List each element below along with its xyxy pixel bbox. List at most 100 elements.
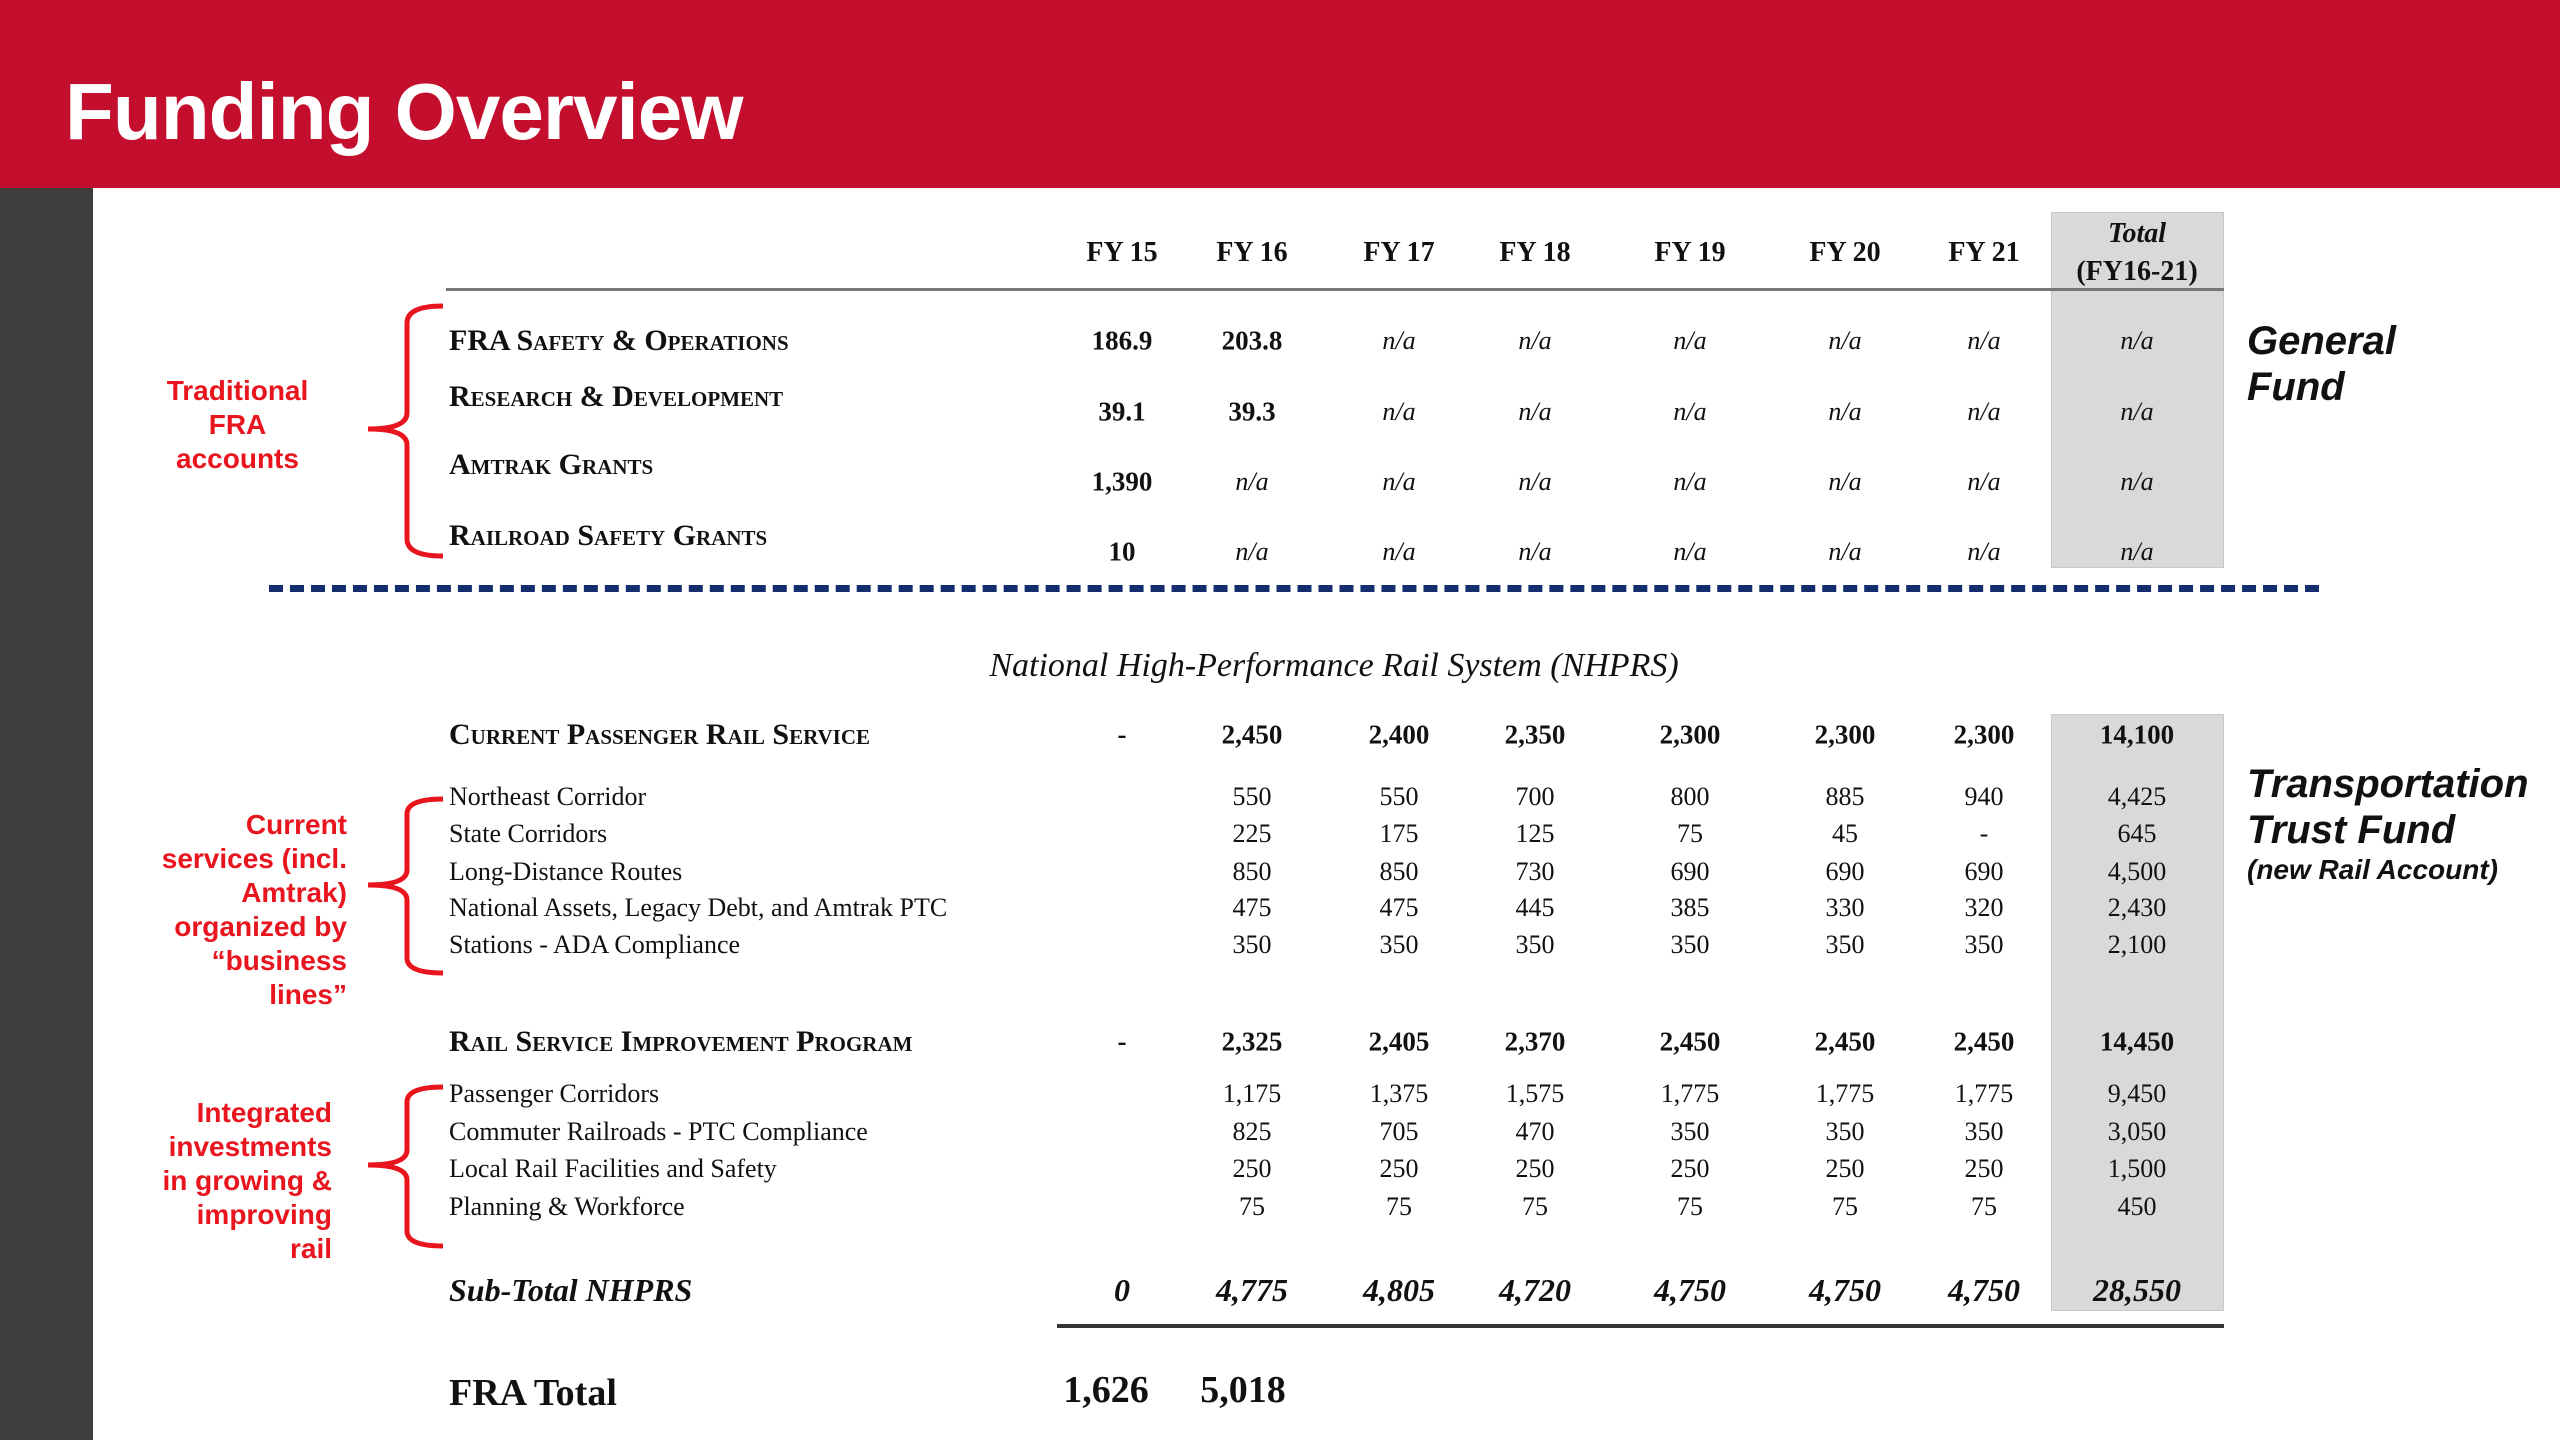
group-header-value: 2,450 <box>1221 719 1283 750</box>
line-item-value: 45 <box>1832 819 1858 848</box>
column-header: FY 16 <box>1216 237 1288 268</box>
line-item-value: 250 <box>1515 1154 1555 1183</box>
cell-value: 186.9 <box>1091 325 1153 356</box>
line-item-value: 175 <box>1379 819 1419 848</box>
line-item-value: 690 <box>1964 857 2004 886</box>
line-item-label: Local Rail Facilities and Safety <box>449 1154 777 1183</box>
line-item-total: 4,425 <box>2107 782 2167 811</box>
nhprs-title: National High-Performance Rail System (N… <box>989 647 1679 684</box>
line-item-value: 75 <box>1677 819 1703 848</box>
line-item-value: 940 <box>1964 782 2004 811</box>
group-header-total: 14,450 <box>2099 1026 2175 1057</box>
line-item-total: 2,100 <box>2107 930 2167 959</box>
column-header: FY 19 <box>1654 237 1726 268</box>
annotation-line: improving <box>196 1199 332 1230</box>
line-item-value: 475 <box>1379 893 1419 922</box>
subtotal-value: 4,750 <box>1809 1272 1881 1308</box>
column-header: FY 18 <box>1499 237 1571 268</box>
line-item-value: 1,575 <box>1505 1079 1565 1108</box>
line-item-total: 3,050 <box>2107 1117 2167 1146</box>
line-item-value: 350 <box>1825 1117 1865 1146</box>
annotation-current-services: Current services (incl. Amtrak) organized b… <box>100 808 347 1012</box>
left-accent-bar <box>0 188 93 1440</box>
brace-icon <box>367 796 444 976</box>
line-item-value: 1,775 <box>1660 1079 1720 1108</box>
line-item-value: 700 <box>1515 782 1555 811</box>
annotation-line: services (incl. <box>161 843 347 874</box>
trust-fund-label: Transportation Trust Fund (new Rail Acco… <box>2247 761 2529 887</box>
total-value: n/a <box>2120 537 2154 566</box>
cell-value: n/a <box>1518 537 1552 566</box>
header-rule <box>446 288 2224 291</box>
cell-value: n/a <box>1828 537 1862 566</box>
line-item-value: 550 <box>1379 782 1419 811</box>
page-title: Funding Overview <box>65 67 743 156</box>
group-header-value: 2,450 <box>1659 1026 1721 1057</box>
cell-value: n/a <box>1382 467 1416 496</box>
total-rule <box>1057 1324 2224 1328</box>
total-value: n/a <box>2120 326 2154 355</box>
line-item-value: 850 <box>1232 857 1272 886</box>
line-item-value: 800 <box>1670 782 1710 811</box>
subtotal-value: 0 <box>1114 1272 1130 1308</box>
annotation-line: in growing & <box>162 1165 332 1196</box>
annotation-line: organized by <box>174 911 347 942</box>
column-header: FY 15 <box>1086 237 1158 268</box>
line-item-value: 550 <box>1232 782 1272 811</box>
cell-value: n/a <box>1673 467 1707 496</box>
annotation-line: Amtrak) <box>241 877 347 908</box>
title-banner: Funding Overview <box>0 0 2560 188</box>
cell-value: n/a <box>1518 397 1552 426</box>
brace-icon <box>367 303 444 559</box>
line-item-value: 350 <box>1515 930 1555 959</box>
annotation-line: Traditional <box>166 375 309 406</box>
fra-total-value: 1,626 <box>1063 1369 1149 1411</box>
group-header-value: 2,370 <box>1504 1026 1566 1057</box>
cell-value: n/a <box>1828 326 1862 355</box>
fra-total-value: 5,018 <box>1200 1369 1286 1411</box>
group-header-value: 2,300 <box>1814 719 1876 750</box>
cell-value: n/a <box>1235 467 1269 496</box>
group-header-label: Current Passenger Rail Service <box>449 718 871 751</box>
cell-value: n/a <box>1382 397 1416 426</box>
cell-value: n/a <box>1382 326 1416 355</box>
general-fund-label: General Fund <box>2247 318 2396 410</box>
group-header-value: 2,300 <box>1953 719 2015 750</box>
subtotal-value: 4,775 <box>1216 1272 1288 1308</box>
cell-value: n/a <box>1673 537 1707 566</box>
line-item-value: 350 <box>1379 930 1419 959</box>
line-item-label: Northeast Corridor <box>449 782 647 811</box>
annotation-line: Current <box>245 809 347 840</box>
group-header-value: 2,300 <box>1659 719 1721 750</box>
line-item-label: Commuter Railroads - PTC Compliance <box>449 1117 868 1146</box>
line-item-value: 470 <box>1515 1117 1555 1146</box>
line-item-value: 385 <box>1670 893 1710 922</box>
total-value: n/a <box>2120 397 2154 426</box>
line-item-value: 475 <box>1232 893 1272 922</box>
annotation-traditional: Traditional FRA accounts <box>130 374 345 476</box>
line-item-value: 75 <box>1677 1192 1703 1221</box>
line-item-value: 825 <box>1232 1117 1272 1146</box>
line-item-label: Long-Distance Routes <box>449 857 683 886</box>
annotation-line: Integrated <box>196 1097 332 1128</box>
line-item-value: 885 <box>1825 782 1865 811</box>
line-item-value: 75 <box>1832 1192 1858 1221</box>
row-label: Railroad Safety Grants <box>449 519 768 552</box>
group-header-value: 2,350 <box>1504 719 1566 750</box>
line-item-value: 1,775 <box>1815 1079 1875 1108</box>
subtotal-total: 28,550 <box>2093 1272 2181 1308</box>
cell-value: n/a <box>1382 537 1416 566</box>
cell-value: n/a <box>1518 326 1552 355</box>
side-label-line: Trust Fund <box>2247 808 2456 852</box>
line-item-value: 75 <box>1386 1192 1412 1221</box>
line-item-total: 2,430 <box>2107 893 2167 922</box>
line-item-value: 1,175 <box>1222 1079 1282 1108</box>
row-label: FRA Safety & Operations <box>449 324 789 357</box>
line-item-value: 330 <box>1825 893 1865 922</box>
total-header: (FY16-21) <box>2076 256 2198 287</box>
line-item-total: 4,500 <box>2107 857 2167 886</box>
line-item-value: 250 <box>1964 1154 2004 1183</box>
line-item-value: 250 <box>1232 1154 1272 1183</box>
section-divider <box>269 585 2319 592</box>
row-label: Amtrak Grants <box>449 448 654 481</box>
